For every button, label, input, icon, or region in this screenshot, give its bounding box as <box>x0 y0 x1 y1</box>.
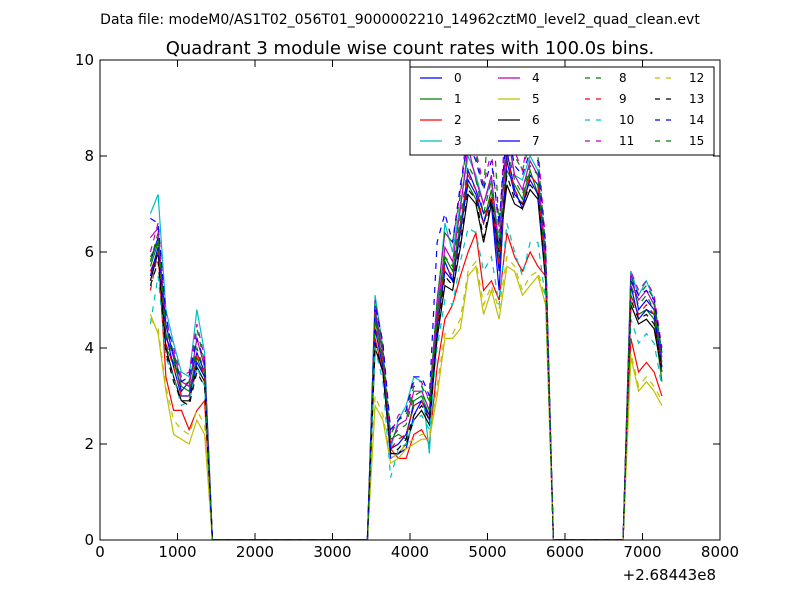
series-line-14 <box>150 127 663 540</box>
legend-label-3: 3 <box>454 134 462 148</box>
series-line-11 <box>149 93 663 540</box>
legend-label-12: 12 <box>689 71 704 85</box>
legend-label-15: 15 <box>689 134 704 148</box>
x-tick-label: 0 <box>95 543 105 561</box>
legend-label-2: 2 <box>454 113 462 127</box>
x-tick-label: 6000 <box>546 543 584 561</box>
legend-label-11: 11 <box>619 134 634 148</box>
x-tick-label: 1000 <box>158 543 196 561</box>
legend-label-9: 9 <box>619 92 627 106</box>
y-tick-label: 4 <box>84 339 94 357</box>
y-tick-label: 0 <box>84 531 94 549</box>
chart-suptitle: Data file: modeM0/AS1T02_056T01_90000022… <box>100 12 700 28</box>
legend-label-13: 13 <box>689 92 704 106</box>
x-tick-label: 3000 <box>313 543 351 561</box>
series-line-4 <box>149 131 663 540</box>
legend-label-8: 8 <box>619 71 627 85</box>
legend-label-14: 14 <box>689 113 704 127</box>
series-line-7 <box>149 160 663 540</box>
x-tick-label: 5000 <box>468 543 506 561</box>
y-tick-label: 8 <box>84 147 94 165</box>
x-offset-label: +2.68443e8 <box>623 566 716 584</box>
chart-title: Quadrant 3 module wise count rates with … <box>166 38 655 59</box>
x-tick-label: 8000 <box>701 543 739 561</box>
legend-label-7: 7 <box>532 134 540 148</box>
series-line-9 <box>149 155 663 540</box>
series-line-8 <box>149 83 663 540</box>
series-line-10 <box>149 223 663 540</box>
series-line-15 <box>149 146 663 540</box>
x-tick-label: 2000 <box>236 543 274 561</box>
legend-box <box>409 66 715 156</box>
series-line-1 <box>149 168 663 540</box>
series-layer <box>149 83 663 540</box>
x-tick-label: 4000 <box>391 543 429 561</box>
series-line-12 <box>149 255 663 540</box>
series-line-2 <box>149 230 663 540</box>
x-tick-label: 7000 <box>623 543 661 561</box>
legend-label-6: 6 <box>532 113 540 127</box>
series-line-6 <box>149 184 663 540</box>
legend-label-1: 1 <box>454 92 462 106</box>
legend-label-0: 0 <box>454 71 462 85</box>
y-tick-label: 10 <box>75 51 94 69</box>
legend-label-10: 10 <box>619 113 634 127</box>
series-line-3 <box>149 127 663 540</box>
y-tick-label: 6 <box>84 243 94 261</box>
legend-label-4: 4 <box>532 71 540 85</box>
legend-label-5: 5 <box>532 92 540 106</box>
y-tick-label: 2 <box>84 435 94 453</box>
series-line-0 <box>149 151 663 540</box>
series-line-13 <box>149 175 663 540</box>
